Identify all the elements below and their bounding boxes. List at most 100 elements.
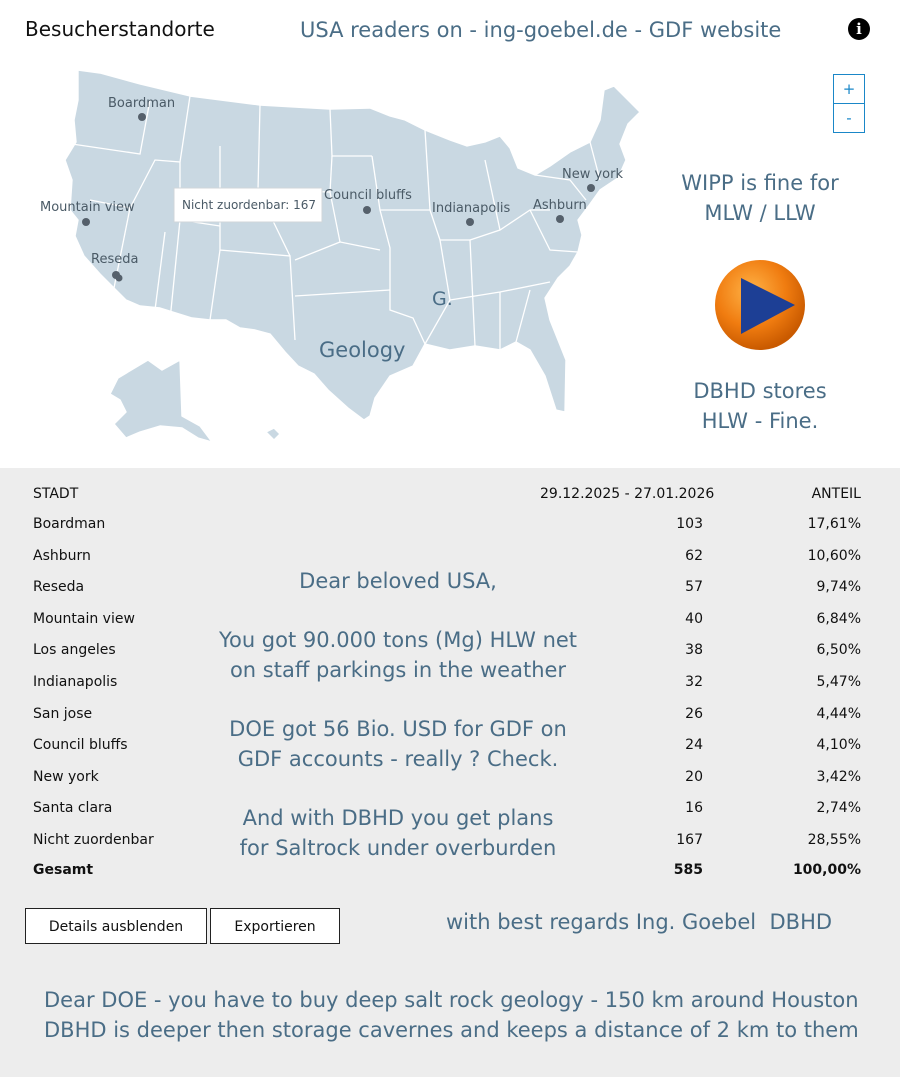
share-cell: 6,84% [816, 610, 861, 627]
marker-mountain-view [82, 218, 90, 226]
share-cell: 28,55% [807, 832, 861, 848]
message-p2-line-2: GDF accounts - really ? Check. [237, 747, 559, 771]
column-header-share[interactable]: ANTEIL [811, 486, 861, 502]
share-cell: 5,47% [816, 674, 861, 690]
count-cell: 20 [685, 768, 703, 785]
city-cell: Reseda [33, 579, 85, 596]
message-paragraph-3: And with DBHD you get plans for Saltrock… [200, 803, 596, 863]
column-header-range[interactable]: 29.12.2025 - 27.01.2026 [540, 486, 715, 502]
map-tooltip: Nicht zuordenbar: 167 [173, 187, 323, 223]
table-row: San jose 26 4,44% [0, 706, 900, 737]
city-label-indianapolis: Indianapolis [432, 201, 511, 216]
total-label: Gesamt [33, 862, 94, 878]
marker-new-york [587, 184, 595, 192]
message-paragraph-2: DOE got 56 Bio. USD for GDF on GDF accou… [200, 714, 596, 774]
share-cell: 4,44% [816, 705, 861, 722]
share-cell: 10,60% [807, 547, 861, 564]
zoom-control: + - [833, 74, 865, 133]
city-cell: Council bluffs [33, 737, 128, 754]
wipp-line-1: WIPP is fine for [681, 171, 839, 195]
zoom-in-button[interactable]: + [842, 80, 856, 98]
widget-title: Besucherstandorte [25, 17, 215, 41]
dbhd-line-1: DBHD stores [693, 379, 827, 403]
share-cell: 9,74% [816, 579, 861, 596]
count-cell: 16 [685, 800, 703, 817]
table-row: Indianapolis 32 5,47% [0, 674, 900, 705]
table-row: Nicht zuordenbar 167 28,55% [0, 832, 900, 863]
table-row: Mountain view 40 6,84% [0, 611, 900, 642]
city-label-new-york: New york [562, 167, 623, 182]
table-row: Council bluffs 24 4,10% [0, 737, 900, 768]
wipp-note: WIPP is fine for MLW / LLW [660, 168, 860, 228]
share-cell: 6,50% [816, 642, 861, 659]
city-cell: New york [33, 768, 99, 785]
table-row: Ashburn 62 10,60% [0, 548, 900, 579]
doe-line-2: DBHD is deeper then storage cavernes and… [44, 1018, 859, 1042]
message-p3-line-1: And with DBHD you get plans [242, 806, 554, 830]
message-paragraph-1: You got 90.000 tons (Mg) HLW net on staf… [200, 625, 596, 685]
zoom-out-button[interactable]: - [834, 103, 864, 132]
share-cell: 17,61% [807, 516, 861, 532]
city-cell: Mountain view [33, 610, 135, 627]
share-cell: 3,42% [816, 768, 861, 785]
count-cell: 32 [685, 674, 703, 690]
map-markers [82, 113, 595, 282]
dbhd-line-2: HLW - Fine. [701, 409, 819, 433]
city-labels: Boardman Mountain view Reseda Council bl… [40, 96, 623, 267]
city-label-boardman: Boardman [108, 96, 175, 111]
wipp-line-2: MLW / LLW [704, 201, 816, 225]
city-cell: Nicht zuordenbar [33, 832, 154, 848]
count-cell: 62 [685, 547, 703, 564]
city-cell: San jose [33, 705, 93, 722]
message-p1-line-1: You got 90.000 tons (Mg) HLW net [218, 628, 578, 652]
details-toggle-button[interactable]: Details ausblenden [25, 908, 207, 944]
column-header-city[interactable]: STADT [33, 486, 79, 502]
marker-los-angeles [115, 274, 123, 282]
total-count: 585 [673, 862, 703, 878]
count-cell: 38 [685, 642, 703, 659]
marker-indianapolis [466, 218, 474, 226]
table-row: New york 20 3,42% [0, 769, 900, 800]
city-cell: Indianapolis [33, 674, 118, 690]
city-label-council-bluffs: Council bluffs [324, 188, 412, 203]
city-label-reseda: Reseda [91, 252, 138, 267]
usa-map[interactable]: Boardman Mountain view Reseda Council bl… [30, 60, 660, 450]
overlay-g: G. [432, 288, 453, 310]
marker-ashburn [556, 215, 564, 223]
play-icon[interactable] [713, 258, 807, 352]
message-p3-line-2: for Saltrock under overburden [239, 836, 557, 860]
count-cell: 167 [676, 832, 703, 848]
map-land [64, 69, 641, 443]
hawaii-shape [265, 427, 281, 441]
city-label-ashburn: Ashburn [533, 198, 587, 213]
total-share: 100,00% [792, 862, 861, 878]
headline-overlay: USA readers on - ing-goebel.de - GDF web… [300, 18, 782, 42]
export-button[interactable]: Exportieren [210, 908, 340, 944]
alaska-shape [109, 359, 213, 443]
message-greeting: Dear beloved USA, [299, 569, 497, 593]
tooltip-text: Nicht zuordenbar: 167 [182, 198, 316, 212]
map-panel: Besucherstandorte USA readers on - ing-g… [0, 0, 900, 468]
city-label-mountain-view: Mountain view [40, 200, 135, 215]
info-icon[interactable]: i [848, 18, 870, 40]
message-p2-line-1: DOE got 56 Bio. USD for GDF on [229, 717, 567, 741]
marker-boardman [138, 113, 146, 121]
table-row: Reseda 57 9,74% [0, 579, 900, 610]
doe-line-1: Dear DOE - you have to buy deep salt roc… [44, 988, 859, 1012]
count-cell: 103 [676, 516, 703, 532]
marker-council-bluffs [363, 206, 371, 214]
count-cell: 40 [685, 610, 703, 627]
city-cell: Santa clara [33, 800, 113, 817]
city-cell: Ashburn [33, 547, 91, 564]
count-cell: 24 [685, 737, 703, 754]
visitor-table-panel: STADT 29.12.2025 - 27.01.2026 ANTEIL Boa… [0, 468, 900, 1077]
doe-note: Dear DOE - you have to buy deep salt roc… [44, 985, 859, 1045]
city-cell: Boardman [33, 516, 106, 532]
count-cell: 26 [685, 705, 703, 722]
table-row: Los angeles 38 6,50% [0, 642, 900, 673]
table-row: Santa clara 16 2,74% [0, 800, 900, 831]
count-cell: 57 [685, 579, 703, 596]
share-cell: 4,10% [816, 737, 861, 754]
dbhd-note: DBHD stores HLW - Fine. [660, 376, 860, 436]
share-cell: 2,74% [816, 800, 861, 817]
